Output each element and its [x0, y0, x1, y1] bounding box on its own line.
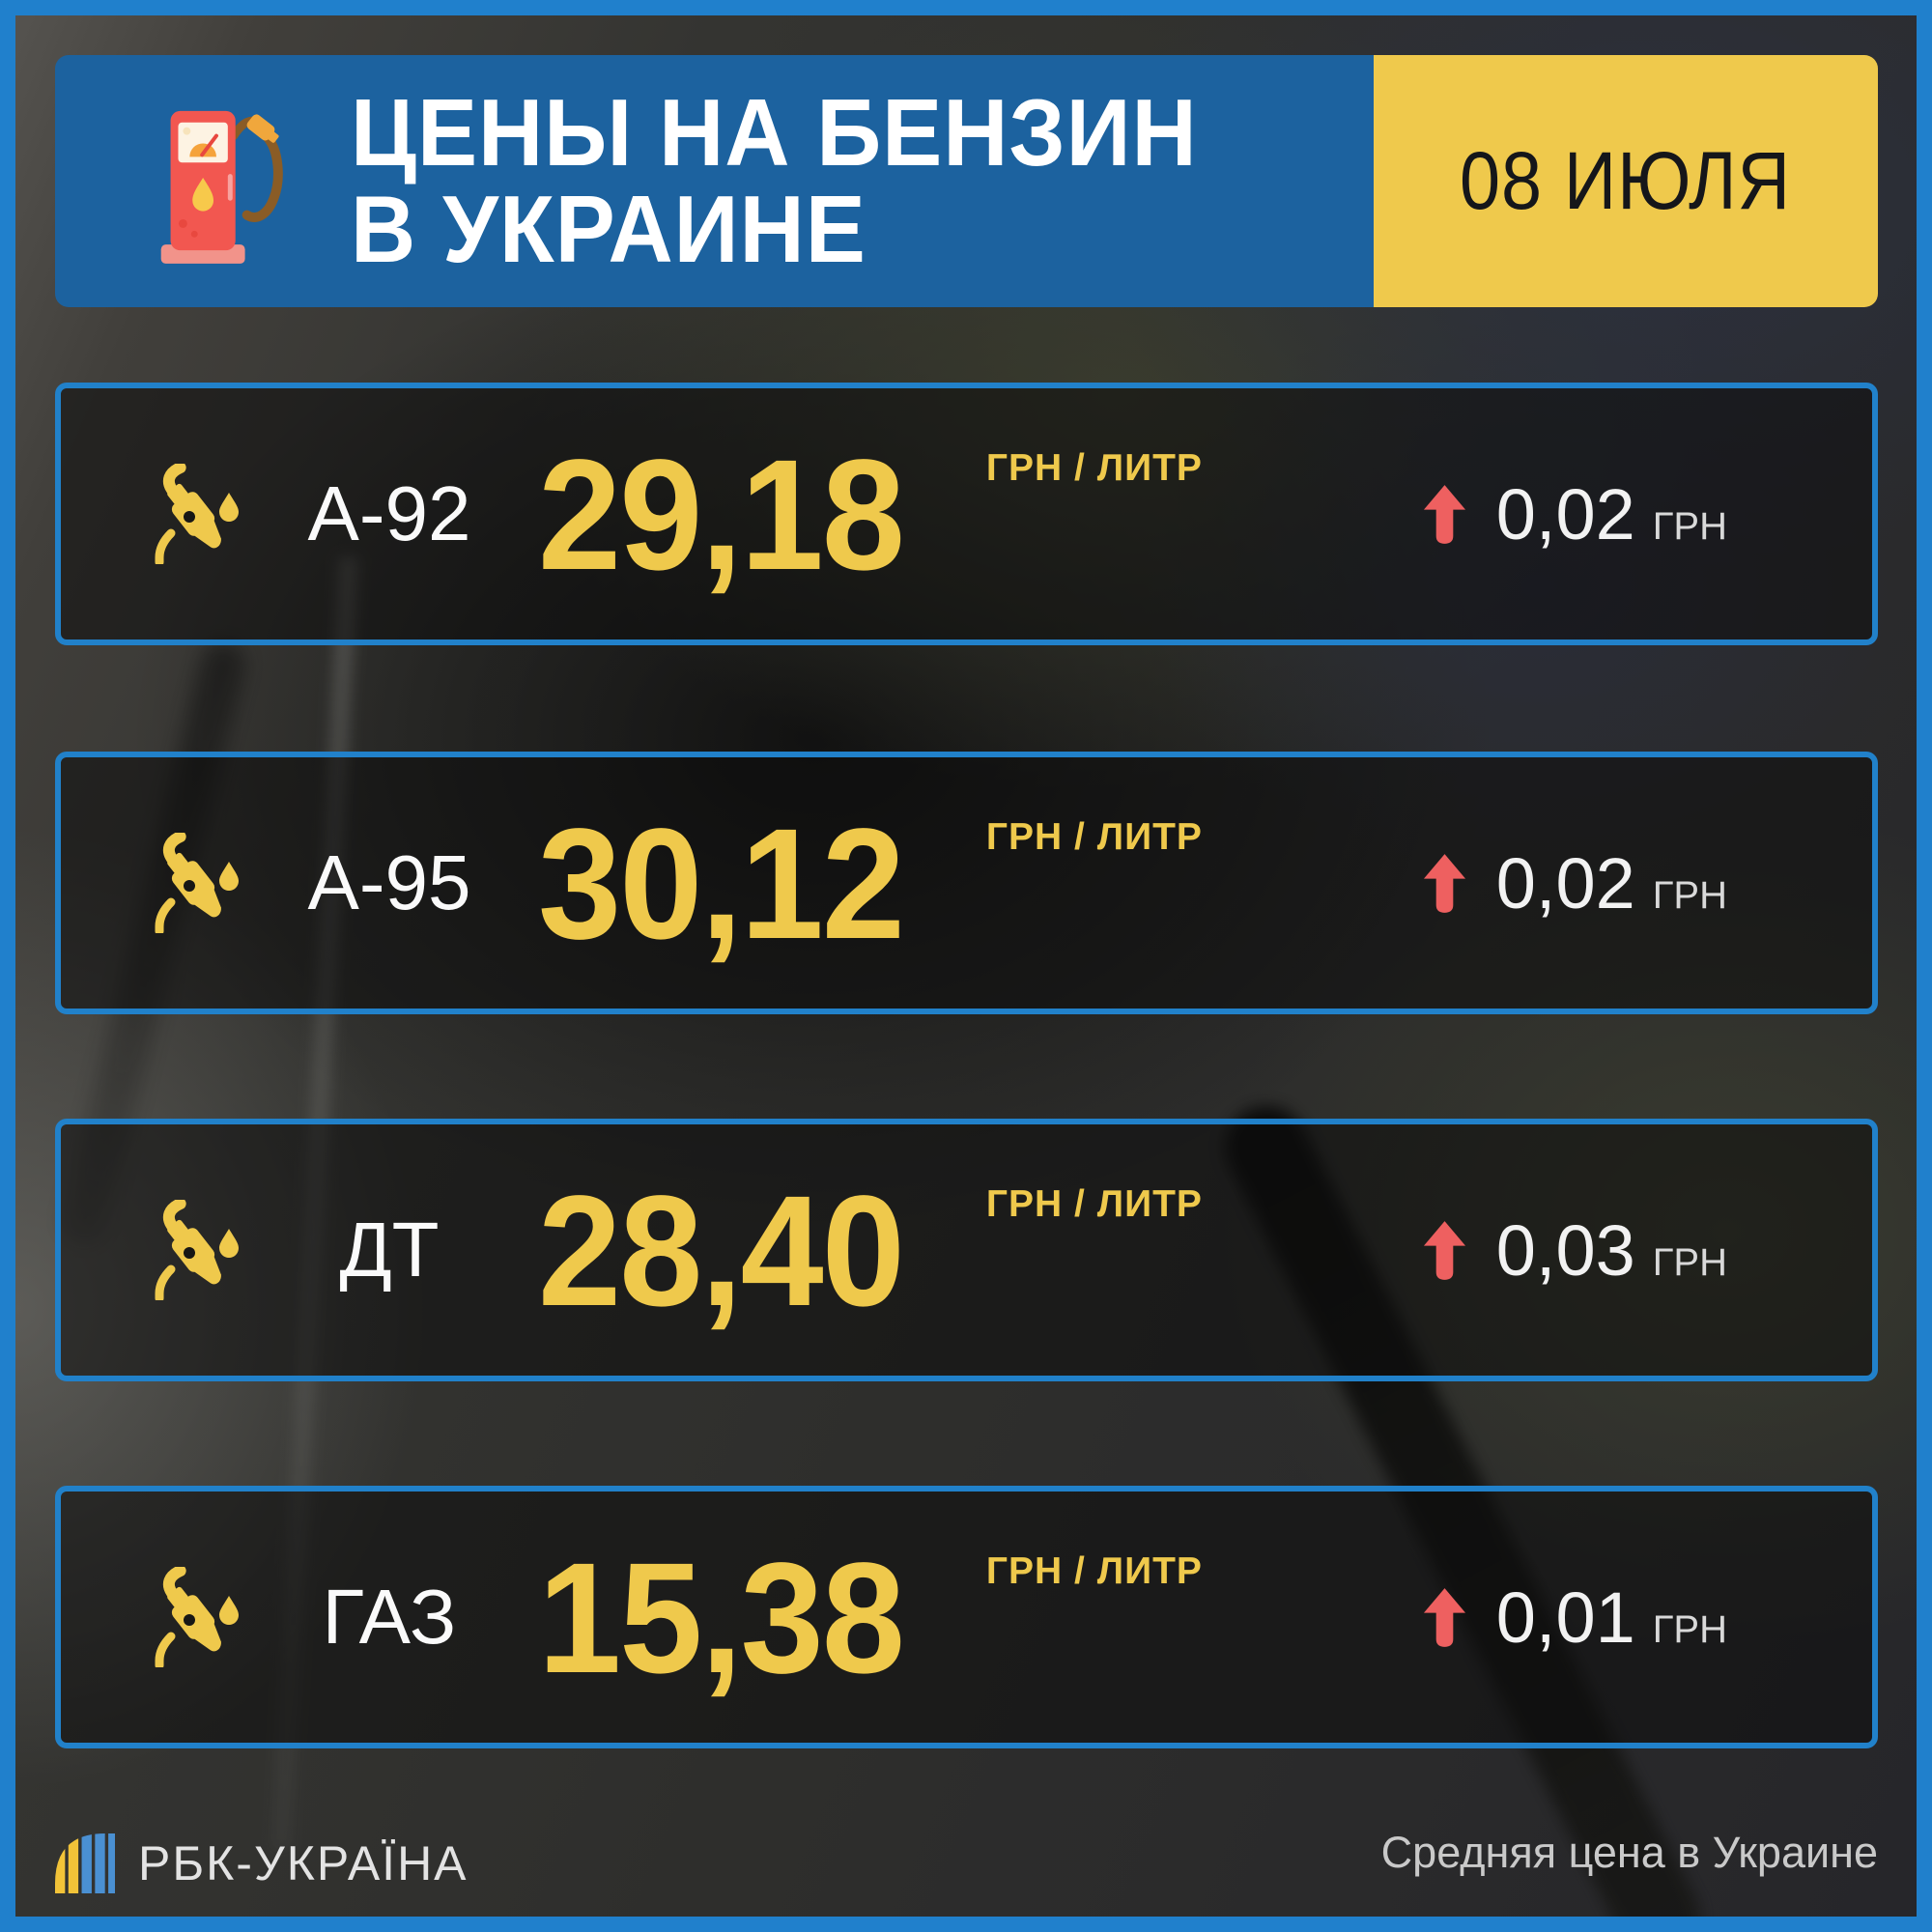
fuel-row-a92: А-92 29,18 ГРН / ЛИТР 0,02 ГРН [55, 383, 1878, 645]
change-value: 0,02 [1495, 473, 1635, 554]
fuel-nozzle-icon [155, 1200, 239, 1300]
change-group: 0,02 ГРН [1496, 842, 1727, 924]
price-unit: ГРН / ЛИТР [985, 815, 1203, 858]
background-photo: ЦЕНЫ НА БЕНЗИН В УКРАИНЕ 08 ИЮЛЯ А-92 [15, 15, 1917, 1917]
fuel-nozzle-icon [155, 464, 239, 564]
change-currency: ГРН [1652, 1240, 1727, 1284]
change-value: 0,02 [1495, 842, 1635, 923]
change-group: 0,02 ГРН [1496, 473, 1727, 555]
pump-nozzle [246, 113, 279, 143]
price-change: 0,01 ГРН [1422, 1577, 1727, 1659]
price-unit: ГРН / ЛИТР [985, 1182, 1203, 1225]
date-text: 08 ИЮЛЯ [1460, 135, 1792, 226]
fuel-price: 30,12 [538, 794, 905, 972]
change-value: 0,01 [1495, 1577, 1635, 1658]
fuel-nozzle-icon [155, 1567, 239, 1667]
fuel-row-gas: ГАЗ 15,38 ГРН / ЛИТР 0,01 ГРН [55, 1486, 1878, 1748]
up-arrow-icon [1423, 484, 1465, 544]
price-change: 0,02 ГРН [1422, 473, 1727, 555]
fuel-label: ГАЗ [322, 1574, 457, 1660]
price-unit: ГРН / ЛИТР [985, 1549, 1203, 1592]
brand: РБК-УКРАЇНА [55, 1833, 469, 1893]
price-group: 29,18 ГРН / ЛИТР [538, 436, 1203, 593]
price-group: 30,12 ГРН / ЛИТР [538, 805, 1203, 962]
fuel-price: 15,38 [538, 1528, 905, 1706]
price-group: 28,40 ГРН / ЛИТР [538, 1172, 1203, 1329]
change-currency: ГРН [1652, 504, 1727, 548]
up-arrow-icon [1423, 1220, 1465, 1280]
fuel-label: А-92 [307, 470, 471, 556]
fuel-label: А-95 [307, 839, 471, 925]
price-change: 0,02 ГРН [1422, 842, 1727, 924]
fuel-row-dt: ДТ 28,40 ГРН / ЛИТР 0,03 ГРН [55, 1119, 1878, 1381]
change-group: 0,03 ГРН [1496, 1209, 1727, 1292]
change-value: 0,03 [1495, 1209, 1635, 1291]
page-title: ЦЕНЫ НА БЕНЗИН В УКРАИНЕ [351, 78, 1198, 282]
date-badge: 08 ИЮЛЯ [1374, 55, 1878, 307]
price-group: 15,38 ГРН / ЛИТР [538, 1539, 1203, 1696]
change-currency: ГРН [1652, 1607, 1727, 1651]
header-title-panel: ЦЕНЫ НА БЕНЗИН В УКРАИНЕ [55, 55, 1374, 307]
up-arrow-icon [1423, 1587, 1465, 1647]
footer: РБК-УКРАЇНА Средняя цена в Украине [55, 1826, 1878, 1901]
fuel-nozzle-icon [155, 833, 239, 933]
up-arrow-icon [1423, 853, 1465, 913]
title-line-1: ЦЕНЫ НА БЕНЗИН [351, 78, 1198, 185]
fuel-row-a95: А-95 30,12 ГРН / ЛИТР 0,02 ГРН [55, 752, 1878, 1014]
gas-pump-icon [160, 110, 283, 264]
price-change: 0,03 ГРН [1422, 1209, 1727, 1292]
fuel-label: ДТ [339, 1207, 440, 1293]
fuel-price: 29,18 [538, 425, 905, 603]
brand-name: РБК-УКРАЇНА [138, 1836, 469, 1890]
footer-note: Средняя цена в Украине [1380, 1828, 1878, 1877]
title-line-2: В УКРАИНЕ [351, 175, 867, 282]
price-unit: ГРН / ЛИТР [985, 446, 1203, 489]
fuel-price: 28,40 [538, 1161, 905, 1339]
change-group: 0,01 ГРН [1496, 1577, 1727, 1659]
rbc-ukraine-logo-icon [55, 1833, 115, 1893]
change-currency: ГРН [1652, 873, 1727, 917]
header-bar: ЦЕНЫ НА БЕНЗИН В УКРАИНЕ 08 ИЮЛЯ [55, 55, 1878, 307]
